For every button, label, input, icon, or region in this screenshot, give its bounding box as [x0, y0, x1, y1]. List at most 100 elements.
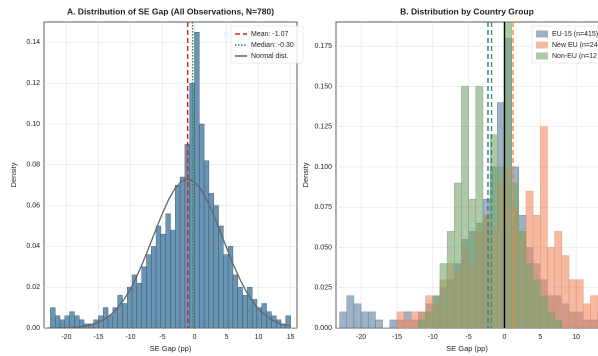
legend-swatch: [536, 30, 548, 38]
y-tick-label: 0.150: [314, 83, 332, 90]
y-tick-label: 0.000: [314, 325, 332, 332]
bar: [179, 176, 186, 328]
x-tick-label: 5: [538, 334, 542, 341]
bar: [175, 184, 181, 328]
bar: [203, 160, 210, 328]
bar: [160, 233, 166, 328]
bar: [554, 319, 563, 328]
bar: [504, 22, 512, 328]
legend-label: Non-EU (n=12: [552, 53, 597, 60]
bar: [122, 303, 128, 328]
bar: [151, 246, 157, 328]
bar: [482, 215, 491, 328]
bar: [403, 319, 412, 328]
x-tick-label: -15: [392, 334, 402, 341]
bar: [199, 123, 205, 328]
bar: [360, 311, 369, 328]
y-axis-label: Density: [301, 162, 310, 187]
panel: A. Distribution of SE Gap (All Observati…: [9, 6, 304, 353]
x-tick-label: -15: [93, 334, 103, 341]
y-tick-label: 0.125: [314, 124, 332, 131]
x-axis-label: SE Gap (pp): [150, 344, 192, 353]
bar: [554, 231, 563, 328]
bar: [375, 319, 383, 328]
bar: [540, 126, 548, 328]
bar: [518, 231, 527, 328]
x-tick-label: 10: [572, 334, 580, 341]
bar: [339, 311, 347, 328]
bar: [155, 225, 162, 328]
bar: [55, 315, 61, 328]
bar: [353, 303, 362, 328]
bar: [540, 295, 548, 328]
chart-title: B. Distribution by Country Group: [400, 6, 534, 16]
x-tick-label: 15: [287, 334, 295, 341]
bar: [50, 307, 56, 328]
x-tick-label: -10: [428, 334, 438, 341]
x-tick-label: -5: [159, 334, 165, 341]
bar: [64, 315, 70, 328]
bar: [237, 287, 243, 328]
bar: [418, 319, 426, 328]
bar: [583, 303, 591, 328]
bar: [497, 166, 505, 328]
bar: [346, 295, 355, 328]
bar: [590, 295, 598, 328]
panel: B. Distribution by Country Group SE Gap (…: [301, 6, 598, 353]
y-tick-label: 0.075: [314, 204, 332, 211]
bar: [475, 86, 484, 328]
y-tick-label: 0.12: [26, 80, 40, 87]
y-tick-label: 0.04: [26, 243, 40, 250]
legend-label: Normal dist.: [251, 53, 288, 60]
legend-box: [230, 25, 304, 64]
x-tick-label: -5: [466, 334, 472, 341]
plot: [336, 22, 598, 328]
y-tick-label: 0.10: [26, 121, 40, 128]
y-tick-label: 0.100: [314, 164, 332, 171]
y-tick-label: 0.06: [26, 202, 40, 209]
x-axis-label: SE Gap (pp): [446, 344, 488, 353]
x-tick-label: -20: [356, 334, 366, 341]
bar: [561, 255, 570, 328]
bar: [532, 279, 541, 328]
bar: [439, 263, 448, 328]
bar: [69, 311, 75, 328]
bar: [525, 263, 534, 328]
bar: [454, 182, 462, 328]
legend-swatch: [536, 52, 548, 60]
bar: [425, 311, 433, 328]
bar: [59, 319, 66, 328]
bar: [547, 311, 555, 328]
bar: [575, 279, 584, 328]
bar: [165, 213, 171, 328]
x-tick-label: 10: [255, 334, 263, 341]
bar: [136, 282, 142, 328]
legend-label: Median: -0.30: [251, 42, 294, 49]
y-tick-label: 0.025: [314, 285, 332, 292]
bar: [461, 86, 469, 328]
x-tick-label: -20: [61, 334, 71, 341]
bar: [218, 225, 224, 328]
bar: [184, 144, 190, 328]
bar: [194, 32, 200, 328]
bar: [232, 274, 238, 328]
y-tick-label: 0.175: [314, 43, 332, 50]
bar: [432, 295, 441, 328]
bar: [468, 198, 476, 328]
legend-label: Mean: -1.07: [251, 31, 288, 38]
bar: [74, 315, 80, 328]
bar: [285, 315, 291, 328]
bar: [389, 319, 398, 328]
bar: [368, 311, 376, 328]
bar: [568, 279, 577, 328]
bar: [242, 295, 248, 328]
x-tick-label: 0: [193, 334, 197, 341]
legend-label: New EU (n=24: [552, 42, 598, 49]
bar: [411, 311, 419, 328]
bar: [446, 231, 455, 328]
y-tick-label: 0.08: [26, 162, 40, 169]
bar: [107, 315, 114, 328]
y-tick-label: 0.02: [26, 284, 40, 291]
bar: [131, 274, 138, 328]
